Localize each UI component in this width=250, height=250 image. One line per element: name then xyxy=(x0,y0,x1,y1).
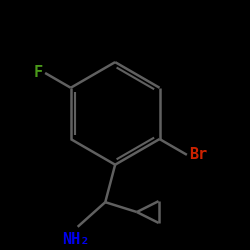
Text: F: F xyxy=(34,66,43,80)
Text: NH₂: NH₂ xyxy=(62,232,90,247)
Text: Br: Br xyxy=(189,147,207,162)
